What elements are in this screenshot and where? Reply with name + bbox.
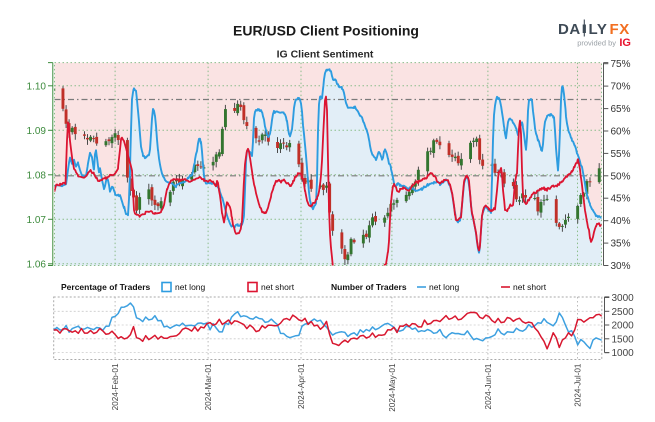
svg-text:1.07: 1.07 — [27, 215, 47, 226]
svg-text:2024-Mar-01: 2024-Mar-01 — [204, 363, 213, 410]
svg-text:IG: IG — [619, 37, 631, 49]
svg-text:55%: 55% — [611, 149, 631, 160]
svg-text:45%: 45% — [611, 194, 631, 205]
svg-text:1500: 1500 — [612, 334, 635, 345]
svg-text:35%: 35% — [611, 239, 631, 250]
svg-text:1000: 1000 — [612, 348, 635, 359]
svg-text:60%: 60% — [611, 127, 631, 138]
svg-text:2024-Jul-01: 2024-Jul-01 — [574, 363, 583, 407]
svg-text:2024-Apr-01: 2024-Apr-01 — [297, 363, 306, 409]
svg-text:net long: net long — [175, 282, 206, 292]
svg-text:1.09: 1.09 — [27, 126, 47, 137]
svg-text:provided by: provided by — [577, 39, 616, 48]
svg-text:1.08: 1.08 — [27, 170, 47, 181]
svg-text:IG Client Sentiment: IG Client Sentiment — [277, 49, 374, 61]
svg-text:50%: 50% — [611, 171, 631, 182]
svg-text:net short: net short — [513, 282, 547, 292]
svg-text:2024-May-01: 2024-May-01 — [388, 363, 397, 412]
svg-text:Number of Traders: Number of Traders — [331, 282, 407, 292]
svg-text:2000: 2000 — [612, 321, 635, 332]
svg-text:40%: 40% — [611, 216, 631, 227]
svg-text:2024-Jun-01: 2024-Jun-01 — [484, 363, 493, 409]
svg-text:LY: LY — [589, 21, 608, 38]
svg-text:DA: DA — [558, 21, 581, 38]
svg-text:2500: 2500 — [612, 307, 635, 318]
svg-text:30%: 30% — [611, 261, 631, 272]
svg-text:70%: 70% — [611, 82, 631, 93]
svg-text:2024-Feb-01: 2024-Feb-01 — [111, 363, 120, 410]
svg-text:FX: FX — [610, 21, 630, 38]
svg-text:3000: 3000 — [612, 293, 635, 304]
svg-text:1.10: 1.10 — [27, 81, 47, 92]
svg-text:75%: 75% — [611, 59, 631, 70]
svg-text:65%: 65% — [611, 104, 631, 115]
svg-text:EUR/USD Client Positioning: EUR/USD Client Positioning — [233, 23, 419, 39]
svg-text:net short: net short — [261, 282, 295, 292]
svg-text:1.06: 1.06 — [27, 259, 47, 270]
svg-text:net long: net long — [429, 282, 460, 292]
svg-text:Percentage of Traders: Percentage of Traders — [61, 282, 151, 292]
